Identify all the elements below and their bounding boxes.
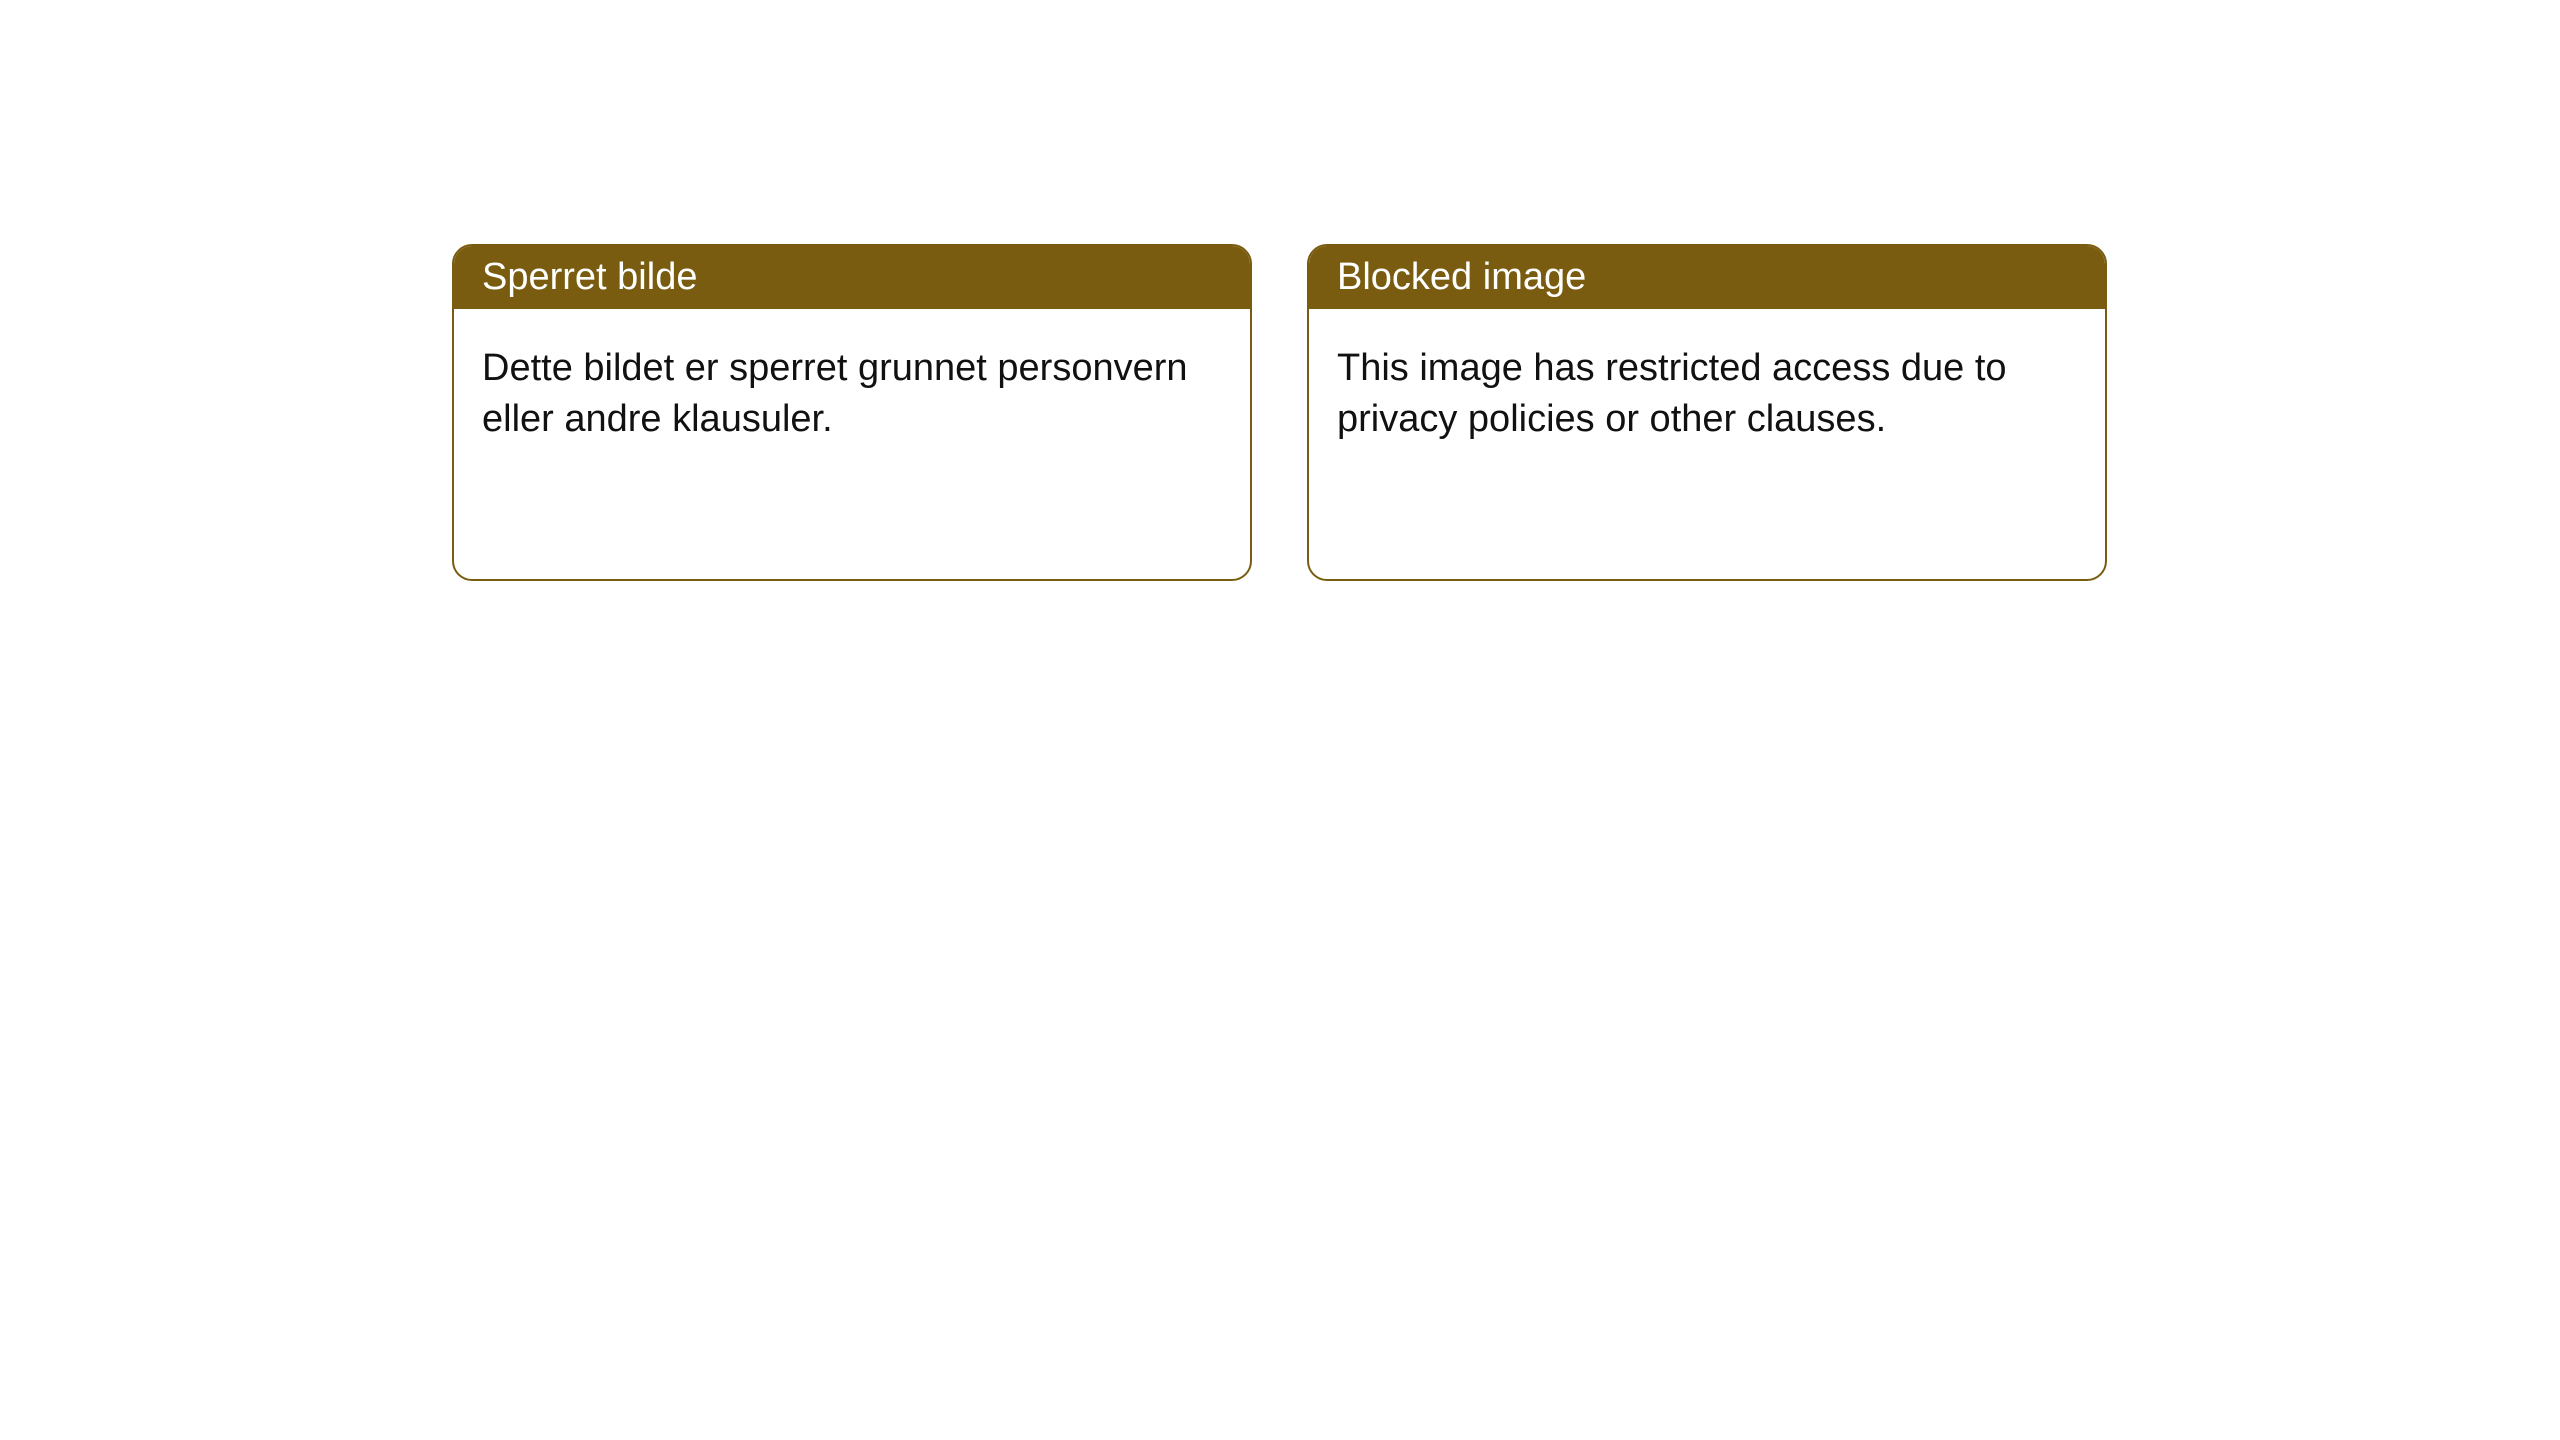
card-body-text: Dette bildet er sperret grunnet personve… xyxy=(482,347,1188,440)
card-title: Sperret bilde xyxy=(482,256,697,298)
card-header: Sperret bilde xyxy=(454,246,1250,309)
notice-card-english: Blocked image This image has restricted … xyxy=(1307,244,2107,581)
card-body: This image has restricted access due to … xyxy=(1309,309,2105,579)
notice-card-container: Sperret bilde Dette bildet er sperret gr… xyxy=(452,244,2107,581)
card-body: Dette bildet er sperret grunnet personve… xyxy=(454,309,1250,579)
notice-card-norwegian: Sperret bilde Dette bildet er sperret gr… xyxy=(452,244,1252,581)
card-header: Blocked image xyxy=(1309,246,2105,309)
card-body-text: This image has restricted access due to … xyxy=(1337,347,2007,440)
card-title: Blocked image xyxy=(1337,256,1586,298)
